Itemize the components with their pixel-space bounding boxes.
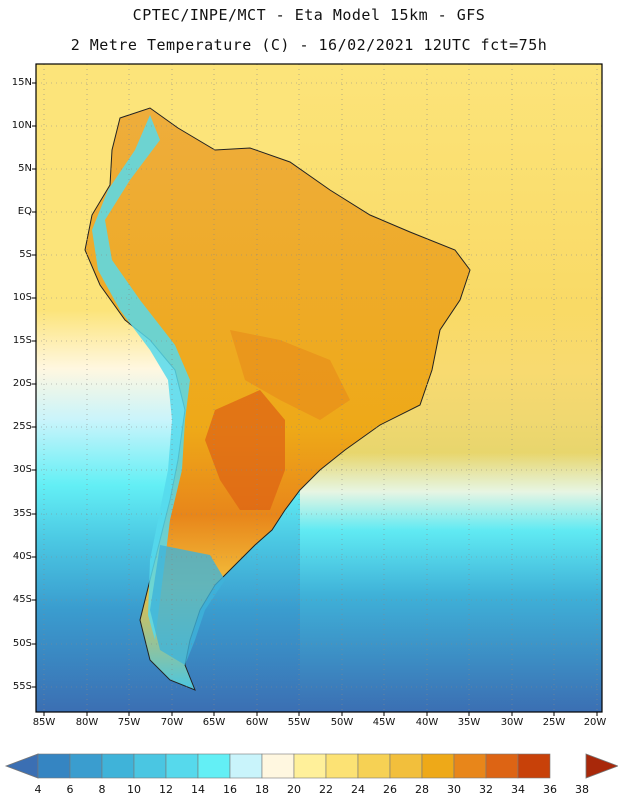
- colorbar-swatch: [101, 753, 135, 779]
- colorbar-label: 16: [223, 783, 237, 796]
- colorbar-label: 8: [98, 783, 106, 796]
- lon-label: 35W: [457, 717, 481, 728]
- colorbar-label: 36: [543, 783, 557, 796]
- colorbar-swatch: [69, 753, 103, 779]
- colorbar-swatch: [261, 753, 295, 779]
- graticule: [36, 64, 602, 712]
- colorbar-label: 24: [351, 783, 365, 796]
- hot-area-central-brazil: [230, 330, 350, 420]
- lat-label: 10S: [12, 292, 32, 303]
- lat-label: 45S: [12, 594, 32, 605]
- colorbar-swatch: [37, 753, 71, 779]
- lat-label: 30S: [12, 464, 32, 475]
- lat-label: 20S: [12, 378, 32, 389]
- colorbar-swatch: [517, 753, 551, 779]
- lon-label: 75W: [117, 717, 141, 728]
- colorbar-swatch: [357, 753, 391, 779]
- lat-label: 10N: [11, 120, 32, 131]
- colorbar-swatch: [453, 753, 487, 779]
- lat-label: 50S: [12, 638, 32, 649]
- colorbar-label: 4: [34, 783, 42, 796]
- colorbar-label: 30: [447, 783, 461, 796]
- lon-label: 60W: [245, 717, 269, 728]
- colorbar-label: 10: [127, 783, 141, 796]
- colorbar: [4, 753, 618, 779]
- hot-core-argentina: [205, 390, 285, 510]
- colorbar-label: 28: [415, 783, 429, 796]
- colorbar-label: 6: [66, 783, 74, 796]
- chart-title-line-1: CPTEC/INPE/MCT - Eta Model 15km - GFS: [132, 6, 486, 24]
- colorbar-label: 18: [255, 783, 269, 796]
- colorbar-swatch: [293, 753, 327, 779]
- lon-label: 25W: [542, 717, 566, 728]
- colorbar-swatch: [389, 753, 423, 779]
- lat-label: EQ: [17, 206, 32, 217]
- colorbar-label: 32: [479, 783, 493, 796]
- lat-label: 15N: [11, 77, 32, 88]
- colorbar-swatch: [165, 753, 199, 779]
- colorbar-label: 38: [575, 783, 589, 796]
- colorbar-swatch: [229, 753, 263, 779]
- lat-label: 5N: [18, 163, 32, 174]
- colorbar-low-arrow: [4, 753, 39, 779]
- lon-label: 80W: [75, 717, 99, 728]
- lat-label: 5S: [19, 249, 32, 260]
- lon-label: 50W: [330, 717, 354, 728]
- colorbar-label: 22: [319, 783, 333, 796]
- colorbar-label: 34: [511, 783, 525, 796]
- lat-label: 15S: [12, 335, 32, 346]
- lon-label: 55W: [287, 717, 311, 728]
- lon-label: 20W: [583, 717, 607, 728]
- colorbar-label: 14: [191, 783, 205, 796]
- axis-ticks: [32, 82, 598, 716]
- colorbar-high-arrow: [585, 753, 618, 779]
- lon-label: 85W: [32, 717, 56, 728]
- chart-title-line-2: 2 Metre Temperature (C) - 16/02/2021 12U…: [70, 36, 548, 54]
- lon-label: 45W: [372, 717, 396, 728]
- colorbar-swatch: [197, 753, 231, 779]
- andes-cold-band: [92, 115, 190, 640]
- colorbar-swatch: [485, 753, 519, 779]
- colorbar-label: 26: [383, 783, 397, 796]
- lon-label: 65W: [202, 717, 226, 728]
- lat-label: 25S: [12, 421, 32, 432]
- patagonia-cool-area: [150, 545, 225, 665]
- lon-label: 30W: [500, 717, 524, 728]
- lon-label: 40W: [415, 717, 439, 728]
- colorbar-swatch: [421, 753, 455, 779]
- lat-label: 55S: [12, 681, 32, 692]
- colorbar-label: 20: [287, 783, 301, 796]
- colorbar-swatch: [325, 753, 359, 779]
- colorbar-swatch: [133, 753, 167, 779]
- colorbar-label: 12: [159, 783, 173, 796]
- lat-label: 40S: [12, 551, 32, 562]
- lat-label: 35S: [12, 508, 32, 519]
- map-border: [35, 63, 603, 713]
- lon-label: 70W: [160, 717, 184, 728]
